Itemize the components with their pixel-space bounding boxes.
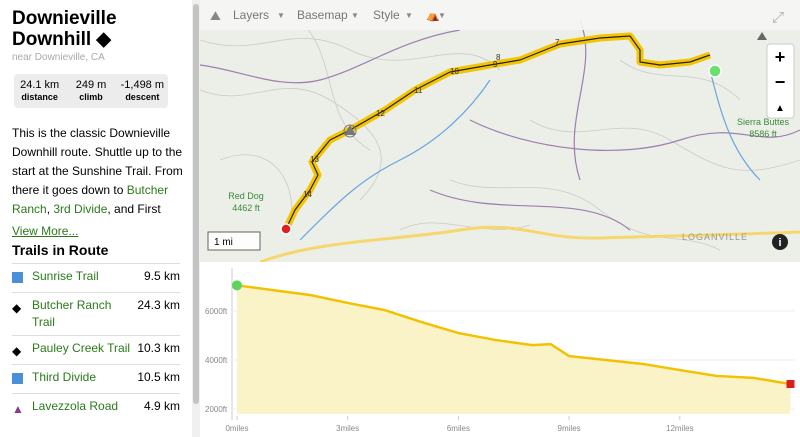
title-text: Downieville Downhill	[12, 8, 117, 50]
mile-marker: 13	[310, 155, 319, 164]
stat-label: distance	[21, 92, 58, 102]
trail-length: 4.9 km	[143, 399, 180, 413]
place-label: Sierra Buttes	[737, 117, 790, 127]
trail-row[interactable]: ◆ Butcher Ranch Trail 24.3 km	[12, 292, 180, 335]
info-button[interactable]	[772, 234, 788, 250]
sidebar: Downieville Downhill ◆ near Downieville,…	[0, 0, 192, 437]
svg-text:i: i	[778, 237, 781, 249]
stats: 24.1 km distance 249 m climb -1,498 m desce…	[14, 74, 168, 108]
trail-icon: ◆	[12, 344, 22, 358]
desc-text: This is the classic Downieville Downhill…	[12, 126, 183, 197]
trail-row[interactable]: ◆ Pauley Creek Trail 10.3 km	[12, 335, 180, 364]
trail-name: Third Divide	[32, 370, 97, 384]
map[interactable]: 14 13 12 11 10 98 7 Red Dog 4462 ft Sierra But…	[200, 0, 800, 262]
svg-text:▼: ▼	[277, 11, 285, 20]
desc-text: , and First	[107, 202, 161, 216]
trail-list: Sunrise Trail 9.5 km ◆ Butcher Ranch Trail 2…	[12, 263, 180, 422]
stat: 249 m climb	[65, 74, 116, 108]
trail-row[interactable]: Third Divide 10.5 km	[12, 364, 180, 393]
elevation-line	[236, 284, 791, 386]
stat-value: 24.1 km	[20, 79, 60, 91]
y-tick-label: 4000ft	[205, 356, 228, 365]
trail-name: Lavezzola Road	[32, 399, 119, 413]
svg-text:⛰: ⛰	[210, 8, 221, 23]
y-tick-label: 6000ft	[205, 307, 228, 316]
mile-marker: 12	[376, 109, 385, 118]
trail-length: 24.3 km	[137, 298, 180, 312]
mile-marker: 10	[450, 67, 459, 76]
svg-text:⛺: ⛺	[426, 10, 440, 22]
x-tick-label: 6miles	[447, 424, 470, 433]
x-tick-label: 3miles	[336, 424, 359, 433]
trail-icon: ◆	[12, 301, 22, 315]
y-tick-label: 2000ft	[205, 405, 228, 414]
trail-name: Butcher Ranch Trail	[32, 298, 112, 329]
mile-marker: 8	[496, 53, 501, 62]
svg-text:⤢: ⤢	[772, 9, 785, 26]
svg-text:+: +	[775, 47, 786, 67]
trail-row[interactable]: ▲ Lavezzola Road 4.9 km	[12, 393, 180, 422]
location: near Downieville, CA	[12, 52, 105, 63]
trail-icon	[12, 369, 32, 389]
stat-value: 249 m	[75, 79, 107, 91]
trail-icon	[12, 268, 32, 288]
place-label: 8586 ft	[749, 129, 777, 139]
zoom-controls[interactable]	[766, 43, 795, 119]
svg-text:▼: ▼	[438, 11, 446, 20]
mile-marker: 14	[303, 190, 312, 199]
scale-label: 1 mi	[214, 237, 233, 248]
trail-length: 10.5 km	[137, 370, 180, 384]
toolbar-button[interactable]: Layers	[233, 8, 269, 22]
town-label: LOGANVILLE	[682, 232, 748, 242]
svg-text:−: −	[775, 72, 786, 92]
link[interactable]: Butcher Ranch	[12, 183, 169, 216]
end-marker	[786, 380, 795, 389]
mile-marker: 7	[555, 38, 560, 47]
mile-marker: 9	[493, 60, 498, 69]
route-title: Downieville Downhill ◆	[12, 8, 117, 50]
toolbar-button[interactable]: Basemap	[297, 8, 348, 22]
x-tick-label: 0miles	[225, 424, 248, 433]
place-label: Red Dog	[228, 191, 264, 201]
stat: -1,498 m descent	[117, 74, 168, 108]
svg-text:▼: ▼	[405, 11, 413, 20]
trail-icon: ▲	[12, 402, 24, 416]
x-tick-label: 9miles	[558, 424, 581, 433]
start-marker	[232, 280, 242, 291]
trail-row[interactable]: Sunrise Trail 9.5 km	[12, 263, 180, 292]
stat-label: climb	[79, 92, 103, 102]
svg-text:▲: ▲	[775, 103, 785, 114]
trail-length: 10.3 km	[137, 341, 180, 355]
description: This is the classic Downieville Downhill…	[12, 124, 184, 219]
mile-marker: 11	[414, 86, 423, 95]
elevation-chart: 6000ft 4000ft 2000ft 0miles 3miles 6miles 9mil…	[200, 262, 800, 437]
place-label: 4462 ft	[232, 203, 260, 213]
elevation-area	[237, 285, 791, 414]
stat-label: descent	[125, 92, 160, 102]
toolbar-button[interactable]: Style	[373, 8, 400, 22]
view-more[interactable]: View More...	[12, 224, 79, 238]
link[interactable]: 3rd Divide	[53, 202, 108, 216]
x-tick-label: 12miles	[666, 424, 694, 433]
trail-length: 9.5 km	[143, 269, 180, 283]
scrollbar[interactable]	[192, 0, 200, 437]
desc-text: ,	[46, 202, 54, 216]
trail-name: Pauley Creek Trail	[32, 341, 131, 355]
stat: 24.1 km distance	[14, 74, 65, 108]
section-title: Trails in Route	[12, 242, 109, 258]
stat-value: -1,498 m	[120, 79, 165, 91]
trail-name: Sunrise Trail	[32, 269, 99, 283]
svg-text:▼: ▼	[351, 11, 359, 20]
